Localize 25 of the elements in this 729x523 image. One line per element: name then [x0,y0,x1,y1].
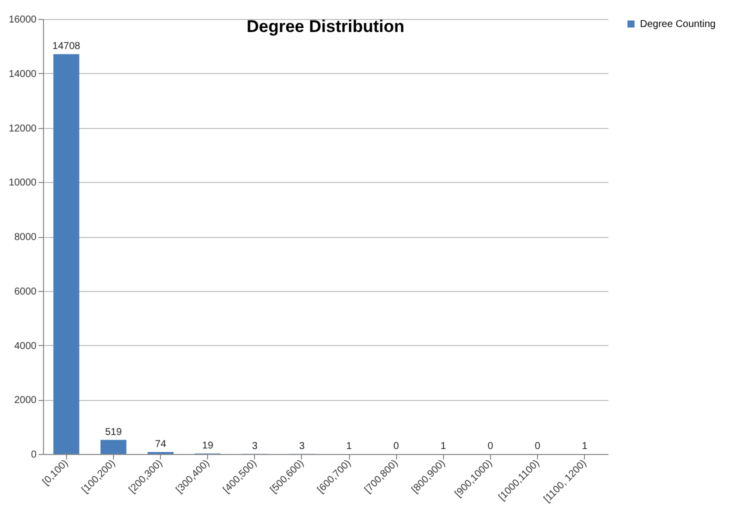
chart-title: Degree Distribution [246,17,404,36]
bar [53,54,80,454]
y-tick-label: 12000 [8,123,37,134]
y-tick-label: 2000 [14,395,37,406]
data-label: 74 [155,438,167,450]
data-label: 19 [202,440,214,452]
data-label: 3 [252,440,258,452]
y-tick-label: 16000 [8,14,37,26]
data-label: 1 [440,440,447,452]
data-label: 519 [105,426,122,438]
data-label: 1 [346,440,352,452]
data-label: 0 [488,441,494,452]
legend-label: Degree Counting [640,19,716,30]
data-label: 3 [299,440,306,452]
y-tick-label: 10000 [8,178,37,189]
data-label: 1 [582,440,588,452]
y-tick-label: 6000 [14,286,37,298]
data-label: 0 [393,441,400,452]
data-label: 14708 [52,41,81,52]
bar [100,440,126,454]
data-label: 0 [534,441,541,452]
y-tick-label: 14000 [8,68,37,80]
y-tick-label: 0 [30,450,37,460]
y-tick-label: 4000 [14,340,37,352]
y-tick-label: 8000 [14,232,37,243]
